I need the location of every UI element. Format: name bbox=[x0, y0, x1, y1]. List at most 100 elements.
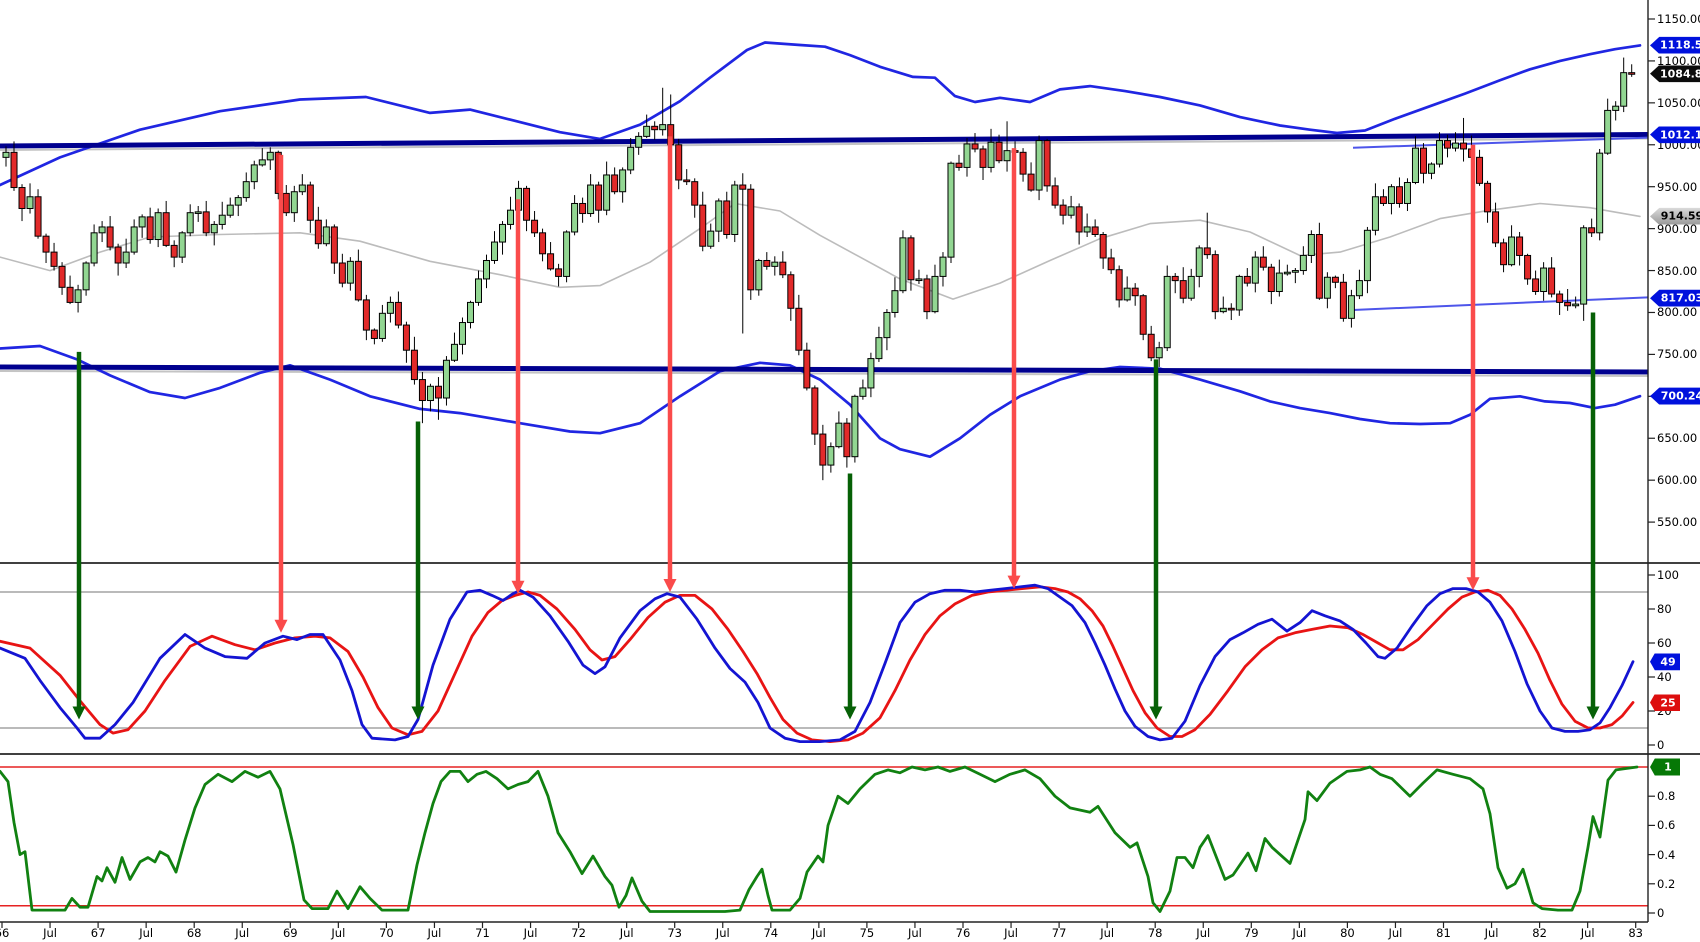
osc-tick-label: 0.8 bbox=[1657, 789, 1676, 804]
candle-body-up bbox=[851, 395, 859, 458]
osc-tick-label: 0 bbox=[1657, 906, 1665, 920]
candle-body-up bbox=[210, 223, 218, 234]
buy-signal-arrow-head bbox=[411, 706, 425, 720]
time-label-jul: Jul bbox=[1196, 926, 1211, 940]
minor-resistance-trendline bbox=[1352, 136, 1648, 149]
candle-body-up bbox=[1580, 227, 1588, 305]
buy-signal-arrow bbox=[1586, 312, 1600, 720]
sell-signal-arrow bbox=[511, 199, 525, 594]
candle-body-down bbox=[1500, 242, 1508, 266]
candle-body-up bbox=[867, 358, 875, 389]
candle-body-down bbox=[42, 235, 50, 253]
candle-body-up bbox=[1003, 150, 1011, 162]
candle-body-up bbox=[290, 191, 298, 214]
candle-body-down bbox=[907, 237, 915, 281]
candle-body-down bbox=[1588, 227, 1596, 234]
time-label-jul: Jul bbox=[1100, 926, 1115, 940]
candle-body-up bbox=[1540, 267, 1548, 293]
price-tick-label: 650.00 bbox=[1657, 431, 1698, 446]
candle-body-up bbox=[90, 232, 98, 264]
candle-body-up bbox=[138, 216, 146, 228]
candle-body-up bbox=[258, 159, 266, 166]
candle-body-up bbox=[458, 322, 466, 345]
candle-body-up bbox=[707, 230, 715, 247]
candle-body-down bbox=[1419, 147, 1427, 174]
candle-body-down bbox=[971, 143, 979, 150]
oscillator-plot-area[interactable] bbox=[0, 754, 1648, 922]
candle-body-up bbox=[755, 259, 763, 291]
moving-average-badge: 914.59 bbox=[1650, 207, 1700, 225]
last-price-badge: 1084.81 bbox=[1650, 65, 1700, 83]
candle-body-down bbox=[1444, 140, 1452, 149]
candle-body-up bbox=[386, 301, 394, 314]
candle-body-down bbox=[1027, 173, 1035, 191]
candle-body-down bbox=[50, 251, 58, 267]
stochastic-plot-area[interactable] bbox=[0, 563, 1648, 754]
price-tick-label: 950.00 bbox=[1657, 179, 1698, 194]
time-label-year: 72 bbox=[571, 926, 586, 940]
buy-signal-arrow bbox=[1149, 359, 1163, 720]
candle-body-up bbox=[659, 124, 667, 131]
time-label-year: 70 bbox=[379, 926, 394, 940]
candle-body-down bbox=[1331, 276, 1339, 283]
candle-body-up bbox=[226, 204, 234, 216]
candle-body-down bbox=[819, 433, 827, 466]
minor-support-badge: 817.03 bbox=[1650, 289, 1700, 307]
time-label-year: 71 bbox=[475, 926, 490, 940]
candle-body-down bbox=[1556, 293, 1564, 303]
candle-body-down bbox=[747, 188, 755, 291]
candle-body-up bbox=[1163, 275, 1171, 349]
candle-body-up bbox=[619, 169, 627, 193]
upper-band-badge: 1118.51 bbox=[1650, 36, 1700, 54]
candle-body-down bbox=[795, 307, 803, 351]
candle-body-down bbox=[787, 274, 795, 309]
stochastic-panel bbox=[0, 583, 1648, 743]
stoch-tick-label: 60 bbox=[1657, 636, 1672, 650]
candle-body-up bbox=[987, 141, 995, 168]
buy-signal-arrow-head bbox=[1586, 706, 1600, 720]
candle-body-down bbox=[1460, 142, 1468, 150]
candle-body-down bbox=[354, 260, 362, 301]
candle-body-down bbox=[362, 299, 370, 331]
candle-body-up bbox=[474, 278, 482, 303]
candle-body-down bbox=[683, 179, 691, 183]
candle-body-up bbox=[442, 359, 450, 399]
candle-body-down bbox=[34, 196, 42, 237]
buy-signal-arrow bbox=[411, 421, 425, 720]
candle-body-down bbox=[1203, 247, 1211, 256]
candle-body-up bbox=[1452, 142, 1460, 149]
stoch-tick-label: 0 bbox=[1657, 738, 1665, 752]
candle-body-up bbox=[1187, 275, 1195, 299]
candle-body-down bbox=[979, 148, 987, 168]
time-label-year: 79 bbox=[1243, 926, 1259, 940]
candle-body-up bbox=[1347, 295, 1355, 319]
candle-body-up bbox=[1323, 276, 1331, 299]
stoch-tick-label: 80 bbox=[1657, 602, 1672, 616]
time-label-year: 66 bbox=[0, 926, 10, 940]
resistance-trendline bbox=[0, 132, 1648, 149]
time-label-jul: Jul bbox=[331, 926, 346, 940]
time-label-year: 75 bbox=[859, 926, 875, 940]
time-label-jul: Jul bbox=[235, 926, 250, 940]
candle-body-down bbox=[1171, 275, 1179, 282]
candle-body-up bbox=[1291, 270, 1299, 273]
stoch-d-badge: 25 bbox=[1650, 694, 1680, 711]
candle-body-down bbox=[58, 265, 66, 288]
candle-body-up bbox=[883, 311, 891, 339]
candle-body-up bbox=[1195, 247, 1203, 277]
candle-body-down bbox=[314, 219, 322, 245]
time-label-year: 76 bbox=[955, 926, 971, 940]
stochastic-d-line bbox=[0, 585, 1635, 743]
buy-signal-arrow-head bbox=[72, 706, 86, 720]
osc-tick-label: 0.6 bbox=[1657, 818, 1676, 833]
candle-body-down bbox=[1379, 196, 1387, 204]
candle-body-down bbox=[1476, 156, 1484, 184]
resistance-badge: 1012.16 bbox=[1650, 126, 1700, 144]
sell-signal-arrow bbox=[1007, 148, 1021, 589]
main-chart-plot-area[interactable] bbox=[0, 0, 1648, 562]
candle-body-up bbox=[450, 343, 458, 361]
candle-body-up bbox=[891, 290, 899, 313]
candle-body-up bbox=[859, 387, 867, 397]
